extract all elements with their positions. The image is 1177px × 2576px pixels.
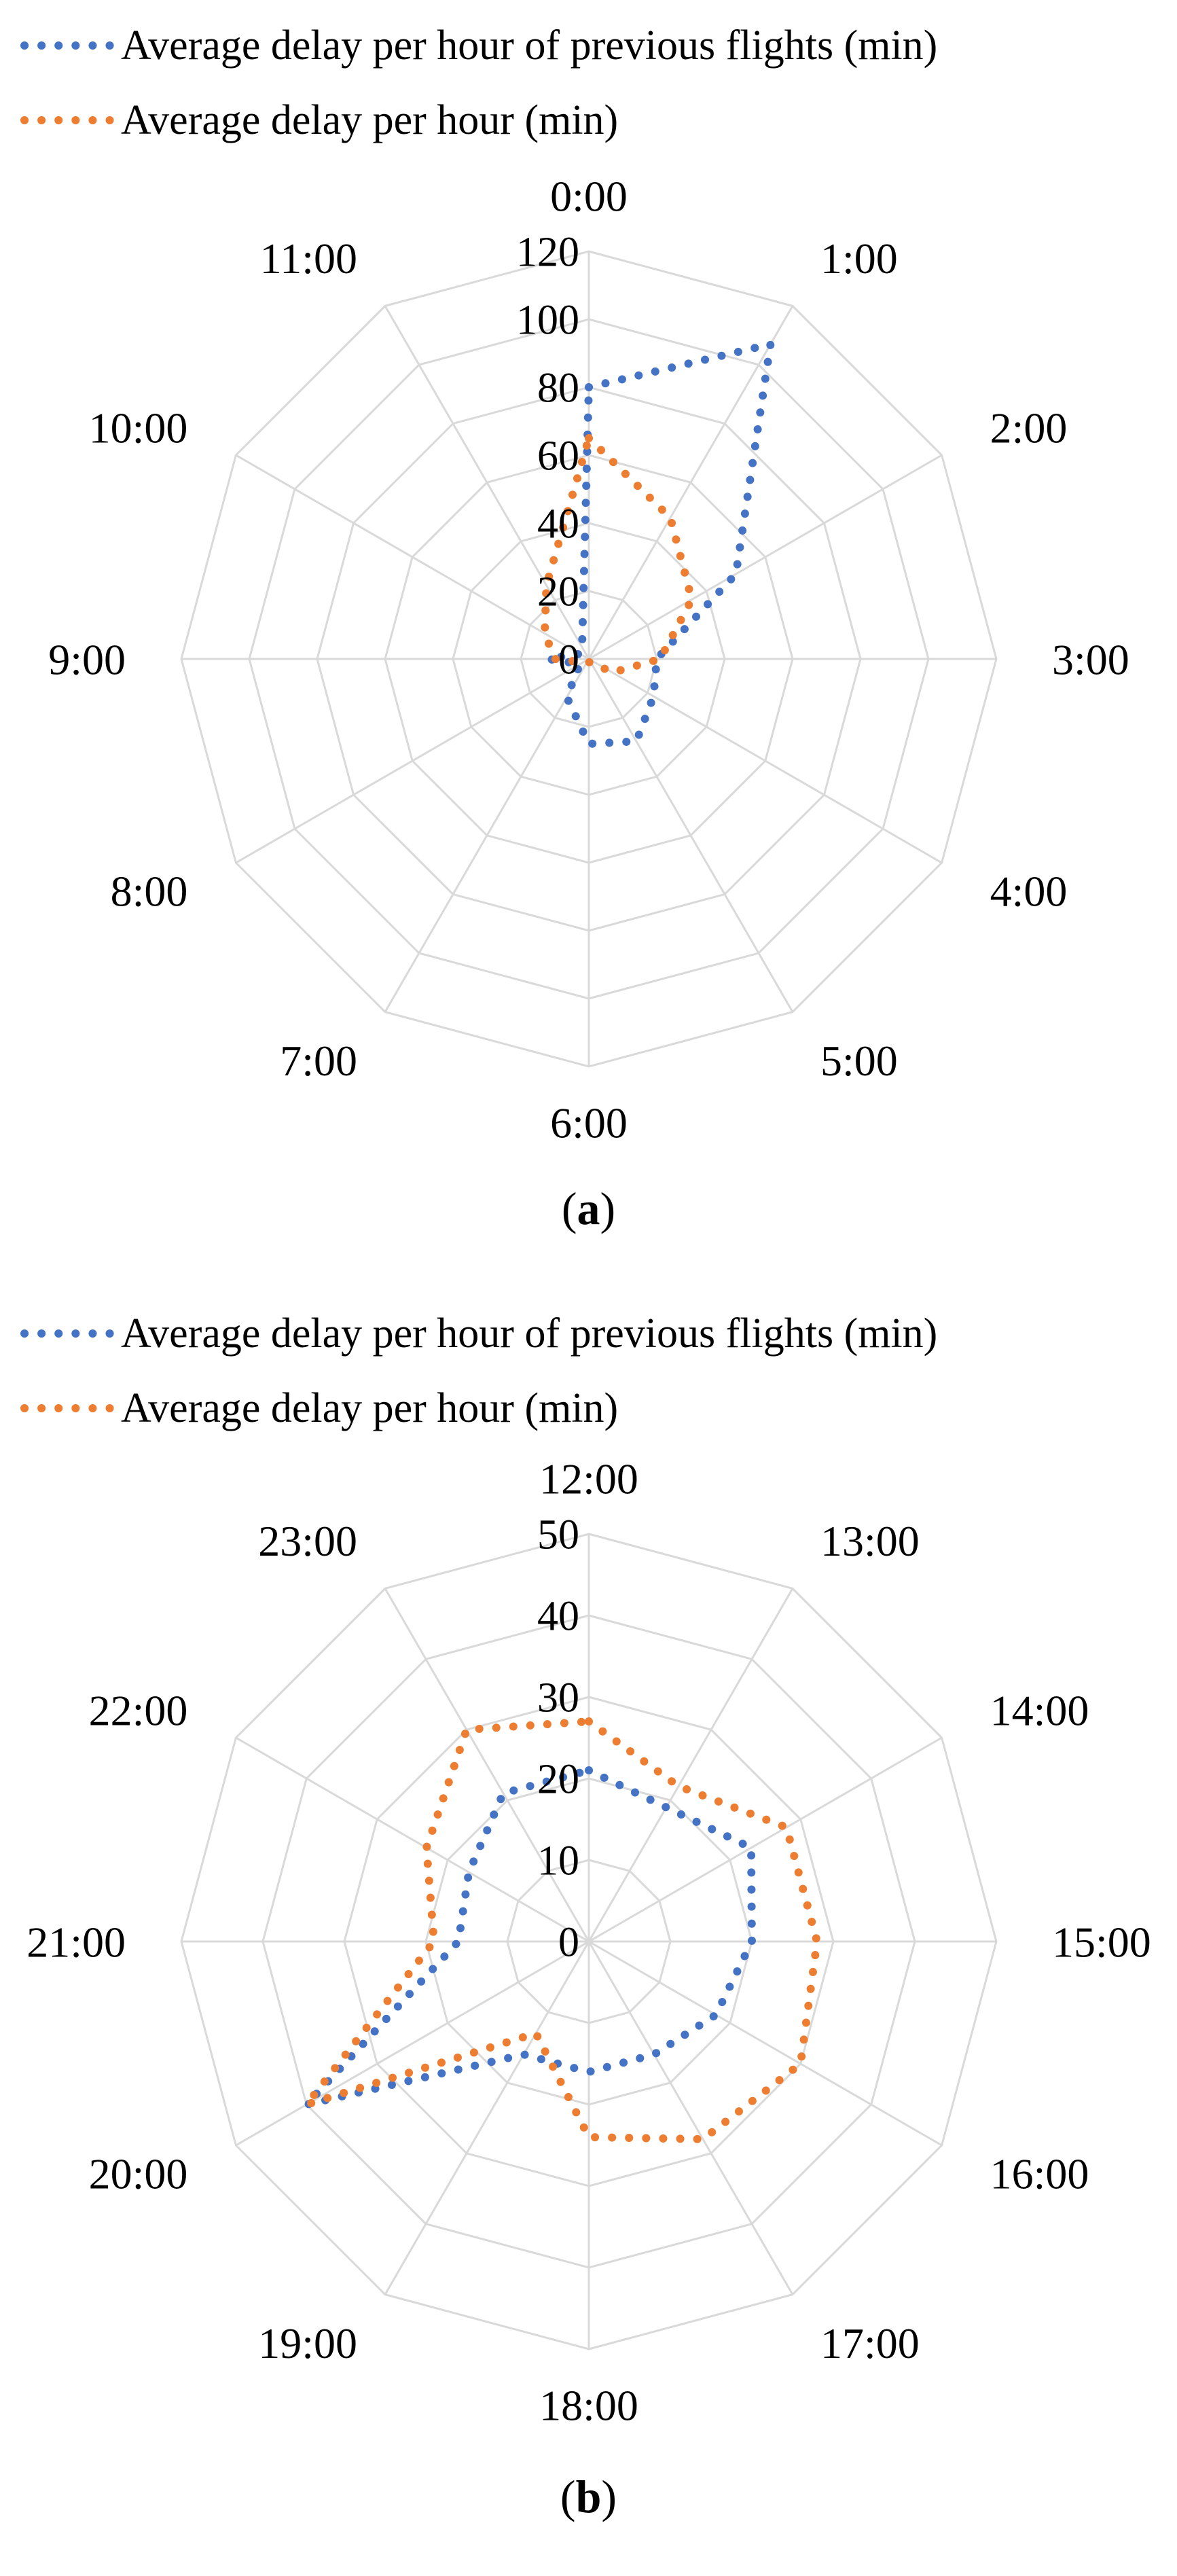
category-label: 20:00	[89, 2149, 188, 2198]
caption-a: (a)	[561, 1183, 616, 1234]
category-label: 5:00	[820, 1037, 898, 1085]
grid-spoke	[384, 1588, 590, 1942]
radar-panel-a: Average delay per hour of previous fligh…	[20, 8, 1129, 1234]
grid-spoke	[235, 1940, 590, 2147]
grid-spoke	[587, 658, 794, 1013]
tick-label: 0	[558, 1920, 579, 1966]
category-label: 10:00	[89, 404, 188, 452]
tick-label: 10	[537, 1838, 579, 1884]
legend: Average delay per hour of previous fligh…	[20, 1296, 937, 1446]
category-label: 15:00	[1052, 1918, 1151, 1966]
category-label: 13:00	[820, 1517, 920, 1565]
legend-item-hourly: Average delay per hour (min)	[20, 83, 937, 158]
grid-spoke	[235, 658, 590, 864]
radar-chart-a: 0 20 40 60 80 100 120 0:00 1:00 2:00 3:00 4:00 5:00 6…	[48, 172, 1129, 1147]
category-label: 16:00	[990, 2149, 1089, 2198]
legend-swatch-orange-dotted	[20, 116, 115, 124]
tick-label: 120	[516, 230, 579, 276]
tick-label: 0	[558, 637, 579, 683]
tick-label: 100	[516, 298, 579, 344]
category-label: 0:00	[550, 172, 628, 220]
category-label: 1:00	[820, 234, 898, 283]
category-label: 12:00	[539, 1454, 638, 1503]
grid-spoke	[587, 1941, 794, 2295]
series-line-previous-flights	[302, 1766, 756, 2109]
category-label: 6:00	[550, 1098, 628, 1147]
legend-swatch-blue-dotted	[20, 1329, 115, 1338]
category-label: 8:00	[111, 867, 188, 915]
category-label: 9:00	[48, 635, 126, 683]
category-label: 3:00	[1052, 635, 1129, 683]
tick-label: 80	[537, 365, 579, 412]
tick-label: 50	[537, 1512, 579, 1558]
radar-panel-b: Average delay per hour of previous fligh…	[0, 1288, 1177, 2576]
tick-label: 40	[537, 1594, 579, 1640]
category-label: 7:00	[280, 1037, 357, 1085]
tick-label: 60	[537, 433, 579, 480]
legend: Average delay per hour of previous fligh…	[20, 8, 937, 158]
legend-label: Average delay per hour (min)	[121, 1385, 619, 1431]
caption-b: (b)	[560, 2471, 617, 2522]
tick-label: 40	[537, 501, 579, 548]
category-label: 23:00	[258, 1517, 357, 1565]
grid-spoke	[588, 454, 943, 660]
category-label: 22:00	[89, 1686, 188, 1734]
grid-spoke	[588, 658, 943, 864]
grid-spoke	[235, 454, 590, 660]
category-label: 21:00	[26, 1918, 126, 1966]
category-label: 17:00	[820, 2319, 920, 2367]
grid-spoke	[384, 305, 590, 660]
grid-spoke	[588, 1940, 943, 2147]
grid-spoke	[587, 1588, 794, 1942]
tick-label: 30	[537, 1675, 579, 1721]
legend-label: Average delay per hour (min)	[121, 97, 619, 143]
grid-spoke	[587, 305, 794, 660]
legend-item-previous: Average delay per hour of previous fligh…	[20, 1296, 937, 1371]
legend-item-hourly: Average delay per hour (min)	[20, 1371, 937, 1446]
grid-spoke	[384, 1941, 590, 2295]
radar-chart-b: 0 10 20 30 40 50 12:00 13:00 14:00 15:00 16:00 17:0…	[26, 1454, 1151, 2429]
grid-spoke	[384, 658, 590, 1013]
series-line-hourly-delay	[541, 434, 696, 677]
category-label: 11:00	[260, 234, 357, 283]
legend-item-previous: Average delay per hour of previous fligh…	[20, 8, 937, 83]
tick-label: 20	[537, 569, 579, 615]
legend-label: Average delay per hour of previous fligh…	[121, 22, 938, 69]
legend-swatch-blue-dotted	[20, 41, 115, 50]
legend-label: Average delay per hour of previous fligh…	[121, 1310, 938, 1357]
series-line-previous-flights	[544, 340, 775, 748]
category-label: 2:00	[990, 404, 1068, 452]
category-label: 4:00	[990, 867, 1068, 915]
series-line-hourly-delay	[302, 1717, 821, 2143]
grid-spoke	[588, 1736, 943, 1943]
tick-label: 20	[537, 1757, 579, 1803]
grid-spoke	[235, 1736, 590, 1943]
category-label: 19:00	[258, 2319, 357, 2367]
category-label: 14:00	[990, 1686, 1089, 1734]
category-label: 18:00	[539, 2381, 638, 2429]
legend-swatch-orange-dotted	[20, 1404, 115, 1412]
